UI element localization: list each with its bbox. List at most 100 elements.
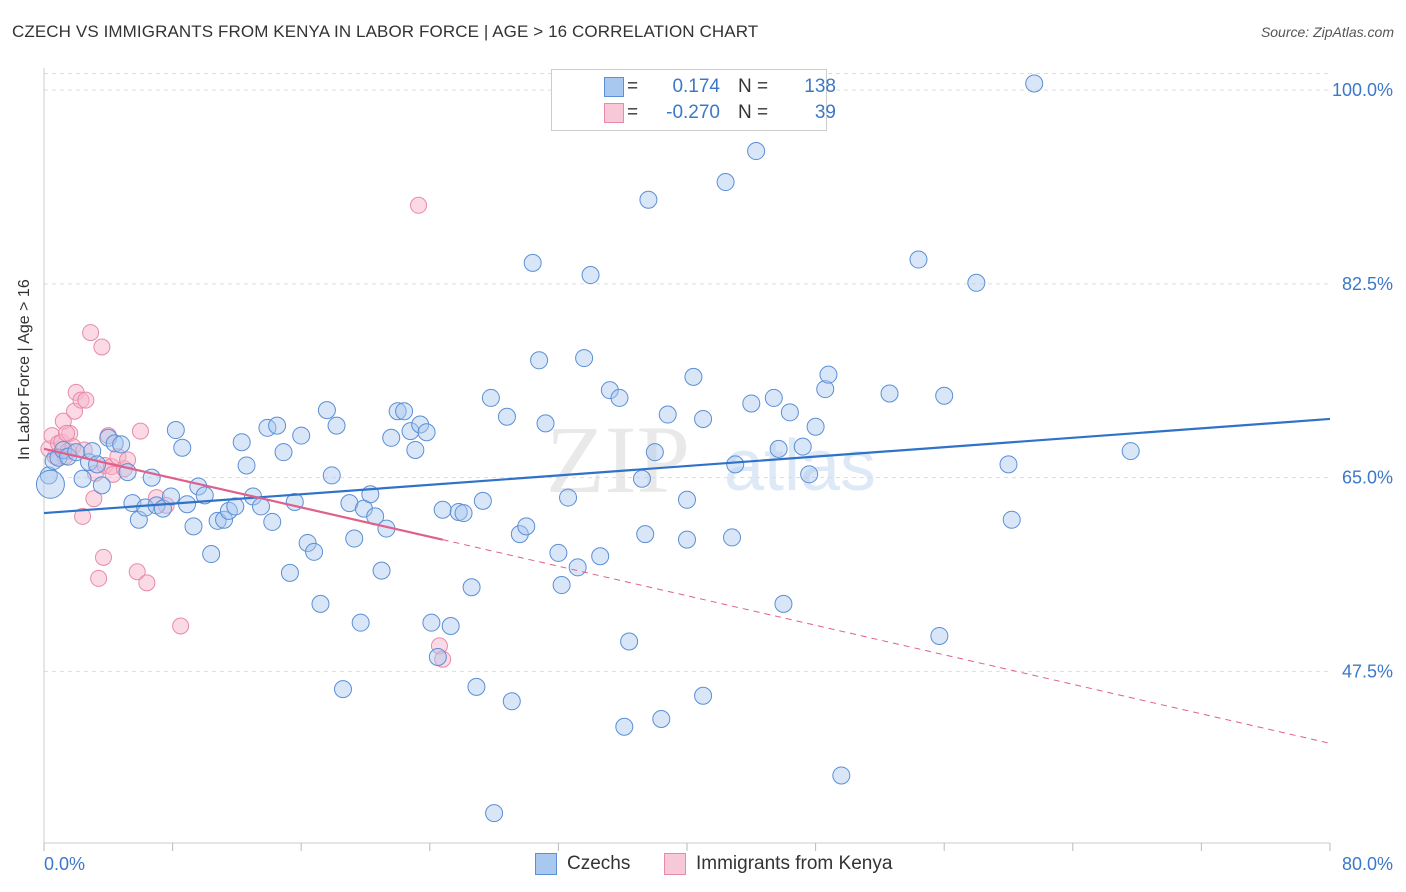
czech-point <box>178 495 197 514</box>
czech-point <box>184 517 203 536</box>
czech-point <box>382 428 401 447</box>
watermark: ZIP atlas <box>546 406 876 513</box>
legend-n-value: 138 <box>804 76 836 97</box>
czech-point <box>406 440 425 459</box>
watermark-atlas: atlas <box>724 426 876 506</box>
czech-point <box>433 500 452 519</box>
kenya-point <box>90 569 108 587</box>
czech-point <box>806 417 825 436</box>
czech-point <box>263 512 282 531</box>
czech-point <box>774 594 793 613</box>
legend-r-value: -0.270 <box>666 102 720 123</box>
watermark-zip: ZIP <box>546 406 690 513</box>
kenya-point <box>410 196 428 214</box>
czech-point <box>930 626 949 645</box>
czech-point <box>73 469 92 488</box>
czech-point <box>208 511 227 530</box>
y-tick-label: 100.0% <box>1332 80 1393 100</box>
kenya-trend-extension <box>442 539 1331 744</box>
kenya-point <box>434 650 452 668</box>
czech-point <box>202 545 221 564</box>
x-tick-label: 0.0% <box>44 854 85 874</box>
legend-swatch-kenya <box>664 853 686 875</box>
czech-point <box>268 416 287 435</box>
y-axis-label: In Labor Force | Age > 16 <box>16 279 33 460</box>
czech-point <box>237 456 256 475</box>
czech-point <box>658 405 677 424</box>
czech-point <box>422 613 441 632</box>
source-label: Source: ZipAtlas.com <box>1260 24 1394 40</box>
kenya-point <box>172 617 190 635</box>
czech-point <box>909 250 928 269</box>
czech-point <box>632 469 651 488</box>
kenya-point <box>77 391 95 409</box>
kenya-point <box>138 574 156 592</box>
czech-point <box>195 486 214 505</box>
czech-point <box>652 710 671 728</box>
czech-point <box>800 465 819 484</box>
czech-point <box>747 142 766 161</box>
czech-point <box>694 409 713 428</box>
czech-point <box>530 351 549 370</box>
czech-point <box>351 613 370 632</box>
trend-lines <box>43 417 1331 744</box>
czech-point <box>173 438 192 457</box>
x-tick-label: 80.0% <box>1342 854 1393 874</box>
czech-point <box>467 677 486 696</box>
czech-point <box>388 402 407 421</box>
czech-point <box>816 380 835 399</box>
czech-point <box>832 766 851 785</box>
y-tick-label: 47.5% <box>1342 661 1393 681</box>
y-tick-label: 82.5% <box>1342 274 1393 294</box>
kenya-point <box>74 507 92 525</box>
legend-item-kenya[interactable]: Immigrants from Kenya <box>664 853 892 875</box>
czech-point <box>333 680 352 699</box>
czech-point <box>935 386 954 405</box>
czech-point <box>112 435 131 454</box>
czech-point <box>372 561 391 580</box>
czech-point <box>645 443 664 462</box>
czech-point <box>215 510 234 529</box>
czech-point <box>161 487 180 506</box>
czech-point <box>793 437 812 456</box>
czech-point <box>610 388 629 407</box>
legend-swatch-kenya <box>604 103 624 123</box>
czech-point <box>280 563 299 582</box>
kenya-point <box>128 563 146 581</box>
czech-point <box>226 497 245 516</box>
czech-point <box>764 388 783 407</box>
czech-point <box>600 381 619 400</box>
legend-n-value: 39 <box>814 102 836 123</box>
czech-point <box>639 190 658 209</box>
czech-point <box>684 367 703 386</box>
czech-point <box>428 648 447 666</box>
legend-n-label: N = <box>738 76 769 97</box>
kenya-points <box>40 196 452 668</box>
czech-point <box>105 434 124 453</box>
czech-point <box>568 558 587 577</box>
czech-point <box>1025 74 1044 93</box>
czech-point <box>819 365 838 384</box>
czech-point <box>395 402 414 421</box>
czech-point <box>967 273 986 292</box>
czech-point <box>780 403 799 422</box>
czech-point <box>327 416 346 435</box>
czech-point <box>620 632 639 651</box>
czech-point <box>473 491 492 510</box>
czech-point <box>417 423 436 442</box>
czech-point <box>678 490 696 509</box>
czech-point <box>502 692 521 711</box>
kenya-point <box>94 548 112 566</box>
legend-item-czechs[interactable]: Czechs <box>535 853 630 875</box>
czech-point <box>454 504 473 523</box>
x-tick-labels: 0.0% 80.0% <box>44 854 1393 874</box>
kenya-trend-line <box>43 447 443 541</box>
czech-point <box>232 433 251 452</box>
czech-point <box>311 594 330 613</box>
czech-point <box>292 426 311 445</box>
czech-point <box>441 617 460 635</box>
czech-point <box>678 530 696 549</box>
legend-r-value: 0.174 <box>672 76 720 97</box>
czech-point <box>615 717 634 736</box>
